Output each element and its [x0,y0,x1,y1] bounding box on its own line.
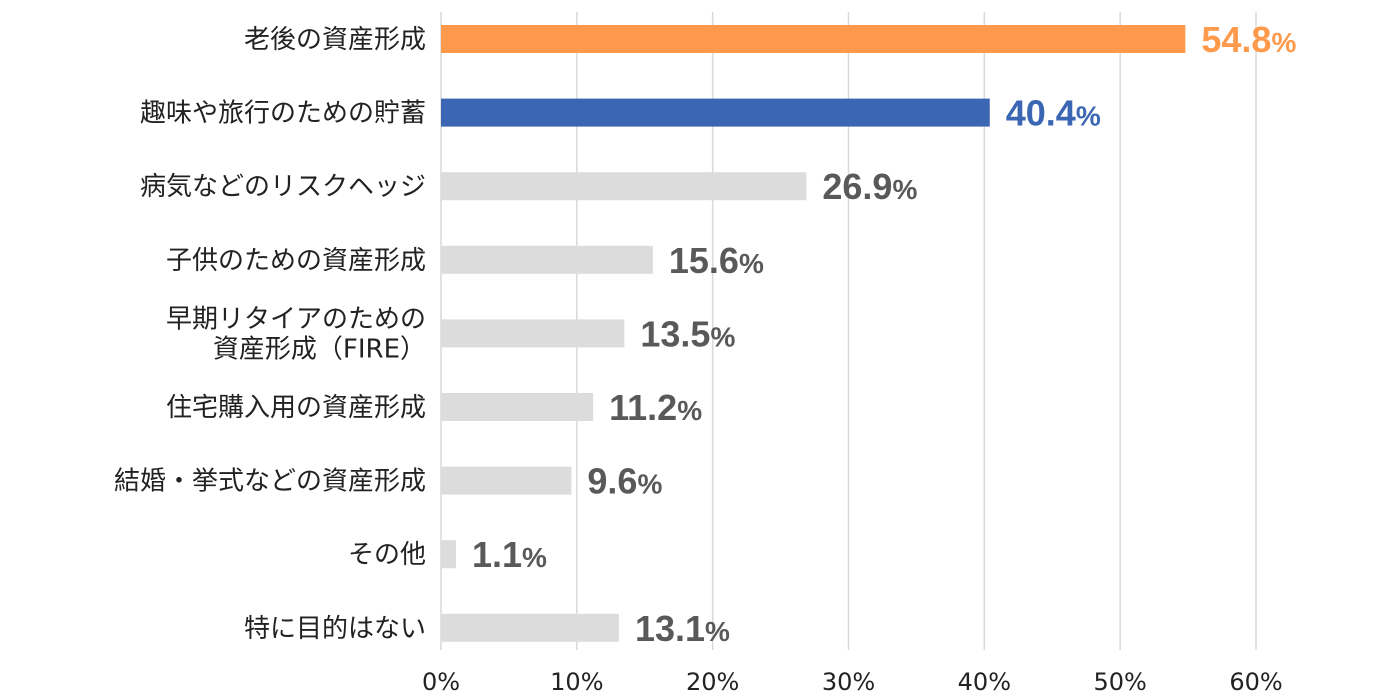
data-labels: 54.8% 40.4% 26.9% 15.6% 13.5% 11.2% 9.6% 1.1% 13… [472,19,1297,649]
category-label: 子供のための資産形成 [166,246,426,276]
x-tick-label: 30% [822,668,875,696]
data-label: 26.9% [822,166,917,207]
bar [441,613,619,642]
data-label: 15.6% [669,240,764,281]
x-tick-label: 40% [958,668,1011,696]
x-tick-label: 60% [1229,668,1282,696]
bar [441,245,653,274]
bar [441,393,594,421]
bars [441,25,1186,642]
bar [441,319,625,348]
x-tick-label: 20% [686,668,739,696]
x-tick-label: 0% [422,668,460,696]
bar [441,172,807,201]
category-labels: 老後の資産形成趣味や旅行のための貯蓄病気などのリスクヘッジ子供のための資産形成早… [114,25,426,644]
category-label: 結婚・挙式などの資産形成 [114,467,426,497]
category-label: 早期リタイアのための [166,304,426,334]
data-label: 13.1% [635,608,730,649]
data-label: 9.6% [587,461,662,502]
x-axis-tick-labels: 0% 10% 20% 30% 40% 50% 60% [422,668,1283,696]
data-label: 11.2% [609,387,702,428]
category-label: 病気などのリスクヘッジ [140,172,426,202]
data-label: 54.8% [1201,19,1296,60]
category-label: その他 [348,540,426,570]
data-label: 40.4% [1006,93,1101,134]
category-label: 特に目的はない [244,614,426,644]
bar [441,25,1186,53]
x-tick-label: 50% [1093,668,1146,696]
category-label: 住宅購入用の資産形成 [166,393,426,423]
data-label: 13.5% [640,313,735,354]
category-label: 老後の資産形成 [244,25,426,55]
bar [441,98,990,127]
bar [441,540,456,569]
data-label: 1.1% [472,534,547,575]
category-label: 資産形成（FIRE） [213,334,426,364]
bar [441,466,572,495]
category-label: 趣味や旅行のための貯蓄 [140,99,426,129]
x-tick-label: 10% [550,668,603,696]
